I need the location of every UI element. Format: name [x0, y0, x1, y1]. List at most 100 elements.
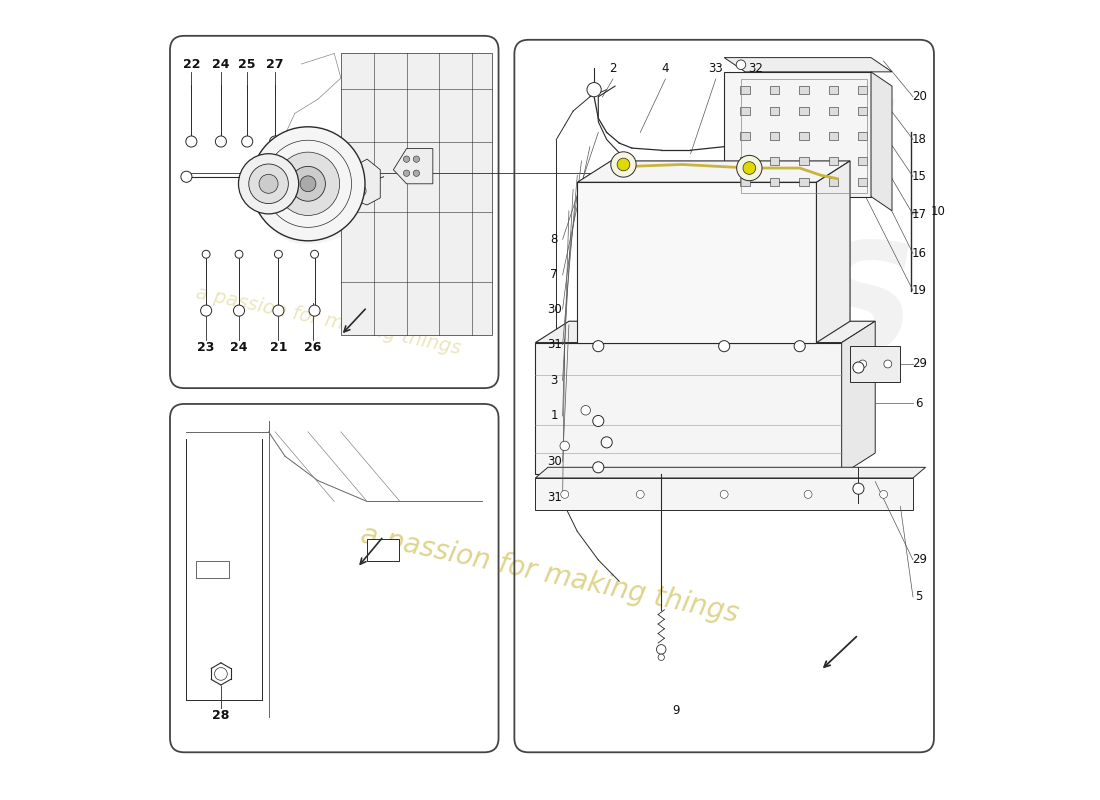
Text: 31: 31 — [547, 338, 562, 351]
Polygon shape — [536, 342, 842, 474]
Text: 22: 22 — [183, 58, 200, 70]
Circle shape — [276, 152, 340, 215]
Circle shape — [414, 170, 419, 176]
Polygon shape — [724, 58, 892, 72]
Circle shape — [186, 136, 197, 147]
Text: 19: 19 — [912, 284, 927, 297]
Text: a passion for making things: a passion for making things — [194, 283, 463, 358]
Bar — [828, 86, 838, 94]
Text: 30: 30 — [547, 302, 562, 316]
Bar — [799, 107, 808, 115]
Text: GS: GS — [265, 158, 437, 266]
Polygon shape — [394, 149, 432, 184]
Text: 6: 6 — [915, 397, 923, 410]
Circle shape — [275, 250, 283, 258]
Circle shape — [404, 170, 409, 176]
Bar — [770, 86, 779, 94]
Polygon shape — [536, 322, 876, 342]
Polygon shape — [536, 478, 913, 510]
Circle shape — [249, 164, 288, 203]
Circle shape — [587, 82, 602, 97]
Text: 28: 28 — [212, 710, 230, 722]
Circle shape — [414, 156, 419, 162]
Circle shape — [658, 654, 664, 661]
Bar — [828, 132, 838, 140]
Polygon shape — [724, 72, 871, 197]
Bar — [770, 178, 779, 186]
Text: 27: 27 — [266, 58, 284, 70]
Text: 20: 20 — [912, 90, 926, 103]
Polygon shape — [578, 161, 850, 182]
Text: GS: GS — [730, 93, 902, 200]
Text: a passion for making things: a passion for making things — [359, 520, 741, 628]
Text: 4: 4 — [662, 62, 669, 74]
Circle shape — [349, 171, 360, 182]
Circle shape — [852, 483, 864, 494]
Text: 33: 33 — [708, 62, 723, 74]
Circle shape — [657, 645, 665, 654]
Bar — [770, 157, 779, 165]
Circle shape — [593, 341, 604, 352]
Circle shape — [273, 305, 284, 316]
Text: 9: 9 — [672, 705, 680, 718]
Bar — [740, 157, 750, 165]
Circle shape — [852, 362, 864, 373]
Bar — [858, 157, 868, 165]
Circle shape — [216, 136, 227, 147]
Polygon shape — [341, 54, 492, 335]
Polygon shape — [536, 467, 925, 478]
Bar — [740, 178, 750, 186]
Bar — [799, 86, 808, 94]
Circle shape — [270, 136, 280, 147]
Text: GS: GS — [682, 236, 917, 385]
Bar — [740, 132, 750, 140]
Circle shape — [355, 186, 366, 196]
Bar — [196, 561, 229, 578]
Text: 24: 24 — [230, 341, 248, 354]
Circle shape — [561, 490, 569, 498]
Circle shape — [742, 162, 756, 174]
Text: 30: 30 — [547, 455, 562, 468]
Text: 10: 10 — [931, 205, 945, 218]
Circle shape — [239, 154, 298, 214]
Circle shape — [593, 415, 604, 426]
Circle shape — [200, 305, 211, 316]
Text: 15: 15 — [912, 170, 926, 183]
Text: 3: 3 — [550, 374, 558, 387]
Bar — [740, 86, 750, 94]
Bar — [858, 86, 868, 94]
Bar — [828, 107, 838, 115]
Bar — [828, 157, 838, 165]
Text: 32: 32 — [748, 62, 763, 74]
Circle shape — [300, 176, 316, 192]
Polygon shape — [578, 182, 816, 342]
Circle shape — [260, 174, 278, 194]
Bar — [770, 107, 779, 115]
Circle shape — [636, 490, 645, 498]
Polygon shape — [816, 161, 850, 342]
Text: 16: 16 — [912, 247, 927, 260]
Polygon shape — [348, 159, 381, 205]
Text: 5: 5 — [915, 590, 923, 603]
Text: 17: 17 — [912, 208, 927, 221]
Circle shape — [202, 250, 210, 258]
Bar — [799, 132, 808, 140]
Bar — [828, 178, 838, 186]
Circle shape — [560, 441, 570, 450]
Circle shape — [804, 490, 812, 498]
Bar — [770, 132, 779, 140]
Circle shape — [794, 341, 805, 352]
Circle shape — [601, 437, 613, 448]
Circle shape — [251, 126, 365, 241]
Circle shape — [180, 171, 192, 182]
Text: 26: 26 — [305, 341, 321, 354]
Bar — [799, 157, 808, 165]
Circle shape — [718, 341, 729, 352]
Circle shape — [309, 305, 320, 316]
Text: 1: 1 — [550, 410, 558, 422]
Polygon shape — [850, 346, 901, 382]
Text: 23: 23 — [198, 341, 214, 354]
Circle shape — [617, 158, 630, 171]
Text: 31: 31 — [547, 490, 562, 504]
Circle shape — [233, 305, 244, 316]
